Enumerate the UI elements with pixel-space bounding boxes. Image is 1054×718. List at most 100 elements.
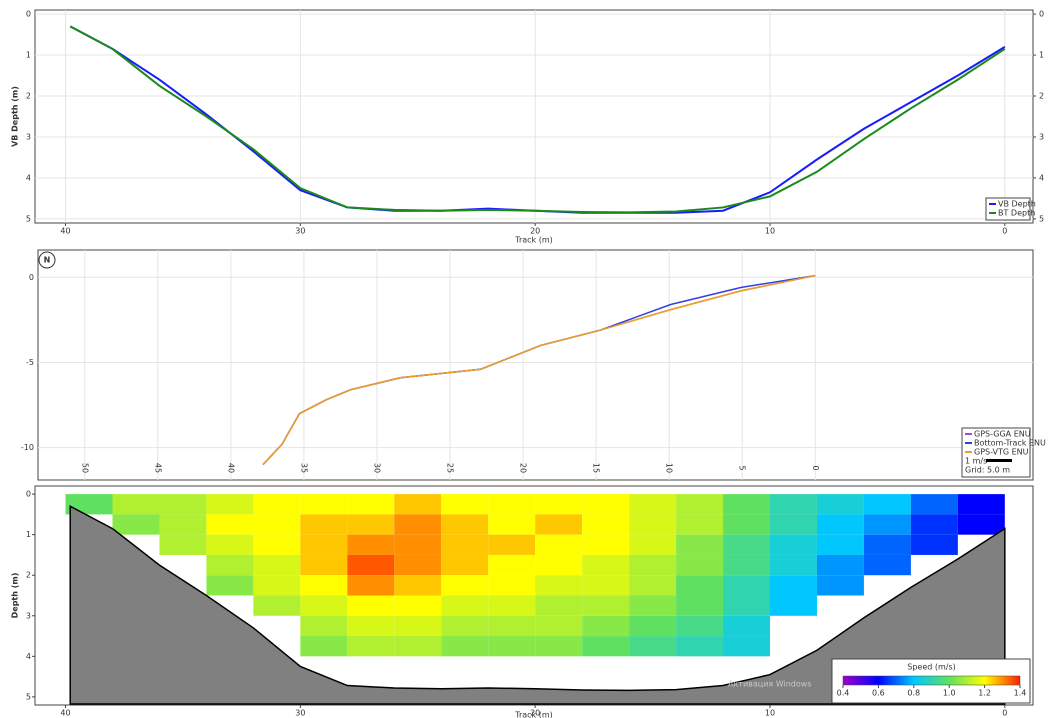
y2-tick-label: 3	[1039, 132, 1044, 141]
heat-cell	[629, 534, 677, 555]
legend-box	[961, 427, 1031, 478]
heat-cell	[441, 615, 489, 637]
heat-cell	[863, 514, 911, 535]
heat-cell	[629, 595, 677, 616]
heat-cell	[769, 595, 817, 616]
y2-tick-label: 4	[1039, 173, 1044, 182]
x-tick-label: 25	[446, 463, 455, 473]
x-tick-label: 30	[295, 709, 305, 718]
colorbar-label: Speed (m/s)	[907, 663, 956, 672]
x-tick-label: 30	[295, 227, 305, 236]
y-tick-label: 2	[26, 92, 31, 101]
x-tick-label: 10	[765, 709, 775, 718]
heat-cell	[723, 615, 770, 637]
heat-cell	[582, 575, 630, 596]
legend-label: GPS-VTG ENU	[974, 448, 1029, 457]
colorbar-tick-label: 1.0	[943, 689, 956, 698]
heat-cell	[816, 494, 864, 515]
heat-cell	[676, 595, 724, 616]
heat-cell	[535, 615, 583, 637]
heat-cell	[863, 534, 911, 555]
y-tick-label: -5	[26, 358, 34, 367]
heat-cell	[253, 595, 301, 616]
x-tick-label: 45	[153, 463, 162, 473]
heat-cell	[347, 534, 395, 555]
heat-cell	[723, 494, 770, 515]
heat-cell	[582, 615, 630, 637]
heat-cell	[535, 554, 583, 576]
legend-label: VB Depth	[998, 200, 1036, 209]
heat-cell	[910, 514, 958, 535]
heat-cell	[957, 514, 1005, 535]
heat-cell	[910, 534, 958, 555]
series-line	[262, 274, 816, 466]
heat-cell	[535, 575, 583, 596]
x-tick-label: 30	[372, 463, 381, 473]
y-tick-label: -10	[21, 443, 34, 452]
heat-cell	[488, 534, 536, 555]
heat-cell	[582, 636, 630, 657]
heat-cell	[347, 494, 395, 515]
heat-cell	[769, 554, 817, 576]
heat-cell	[300, 595, 348, 616]
heat-cell	[816, 534, 864, 555]
y-axis-label: Depth (m)	[11, 573, 20, 619]
heat-cell	[816, 575, 864, 596]
heat-cell	[535, 534, 583, 555]
heat-cell	[488, 554, 536, 576]
heat-cell	[676, 534, 724, 555]
heat-cell	[723, 595, 770, 616]
legend-label: BT Depth	[998, 209, 1035, 218]
heat-cell	[488, 575, 536, 596]
north-arrow	[38, 251, 56, 269]
x-tick-label: 20	[530, 709, 540, 718]
y-axis-label: VB Depth (m)	[11, 86, 20, 147]
heat-cell	[206, 575, 254, 596]
heat-cell	[582, 494, 630, 515]
heat-cell	[816, 554, 864, 576]
heat-cell	[863, 494, 911, 515]
heat-cell	[300, 534, 348, 555]
heat-cell	[769, 514, 817, 535]
colorbar	[842, 675, 1021, 686]
y-tick-label: 2	[26, 571, 31, 580]
heat-cell	[441, 575, 489, 596]
x-tick-label: 50	[80, 463, 89, 473]
heat-cell	[394, 534, 442, 555]
heat-cell	[488, 636, 536, 657]
heat-cell	[159, 514, 207, 535]
heat-cell	[441, 514, 489, 535]
x-axis-label: Track (m)	[514, 711, 553, 718]
y2-tick-label: 2	[1039, 92, 1044, 101]
heat-cell	[206, 534, 254, 555]
heat-cell	[676, 636, 724, 657]
heat-cell	[253, 554, 301, 576]
heat-cell	[629, 494, 677, 515]
heat-cell	[676, 514, 724, 535]
colorbar-tick-label: 0.4	[837, 689, 850, 698]
heat-cell	[300, 554, 348, 576]
watermark: Активация Windows	[728, 680, 812, 689]
heat-cell	[535, 636, 583, 657]
colorbar-tick-label: 1.4	[1014, 689, 1027, 698]
heat-cell	[582, 595, 630, 616]
heat-cell	[535, 494, 583, 515]
x-tick-label: 0	[1002, 709, 1007, 718]
heat-cell	[488, 615, 536, 637]
heat-cell	[394, 514, 442, 535]
x-tick-label: 10	[765, 227, 775, 236]
y-tick-label: 0	[26, 490, 31, 499]
colorbar-tick-label: 0.6	[872, 689, 885, 698]
y-tick-label: 0	[26, 10, 31, 19]
heat-cell	[300, 514, 348, 535]
heat-cell	[769, 534, 817, 555]
heat-cell	[206, 494, 254, 515]
heat-cell	[394, 554, 442, 576]
heat-cell	[488, 514, 536, 535]
heat-cell	[394, 636, 442, 657]
heat-cell	[676, 615, 724, 637]
legend-box	[985, 197, 1031, 221]
grid-size-label: Grid: 5.0 m	[965, 466, 1010, 475]
x-tick-label: 10	[665, 463, 674, 473]
